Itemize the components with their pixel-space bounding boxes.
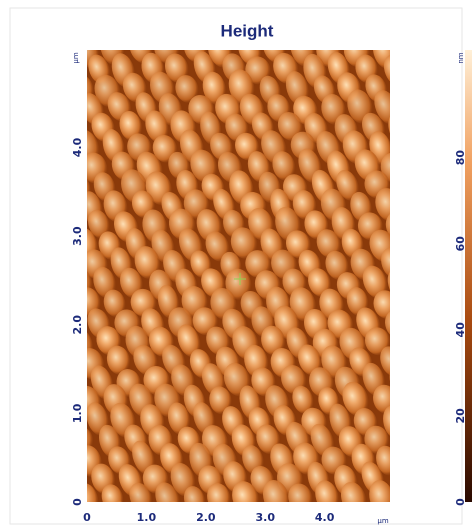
colorbar-tick-label: 80 xyxy=(454,150,467,166)
colorbar-tick-label: 60 xyxy=(454,236,467,252)
colorbar-tick-label: 0 xyxy=(454,498,467,506)
x-tick-label: 1.0 xyxy=(137,511,157,524)
y-tick-label: 2.0 xyxy=(71,315,84,335)
colorbar-tick-label: 40 xyxy=(454,322,467,338)
colorbar xyxy=(465,50,472,502)
colorbar-tick-label: 20 xyxy=(454,408,467,424)
x-tick-label: 3.0 xyxy=(255,511,275,524)
y-tick-label: 3.0 xyxy=(71,226,84,246)
y-tick-label: 1.0 xyxy=(71,403,84,423)
y-unit: µm xyxy=(72,52,80,63)
x-unit: µm xyxy=(377,517,388,525)
y-tick-label: 0 xyxy=(71,498,84,506)
y-tick-label: 4.0 xyxy=(71,137,84,157)
x-tick-label: 4.0 xyxy=(315,511,335,524)
x-tick-label: 2.0 xyxy=(196,511,216,524)
x-tick-label: 0 xyxy=(83,511,91,524)
title: Height xyxy=(221,21,274,40)
colorbar-unit: nm xyxy=(457,52,465,63)
page: Height µm µm nm 0 1.0 2.0 3.0 4.0 0 1.0 2.0 3.0 4… xyxy=(0,0,472,528)
afm-view: Height µm µm nm 0 1.0 2.0 3.0 4.0 0 1.0 2.0 3.0 4… xyxy=(0,0,472,528)
